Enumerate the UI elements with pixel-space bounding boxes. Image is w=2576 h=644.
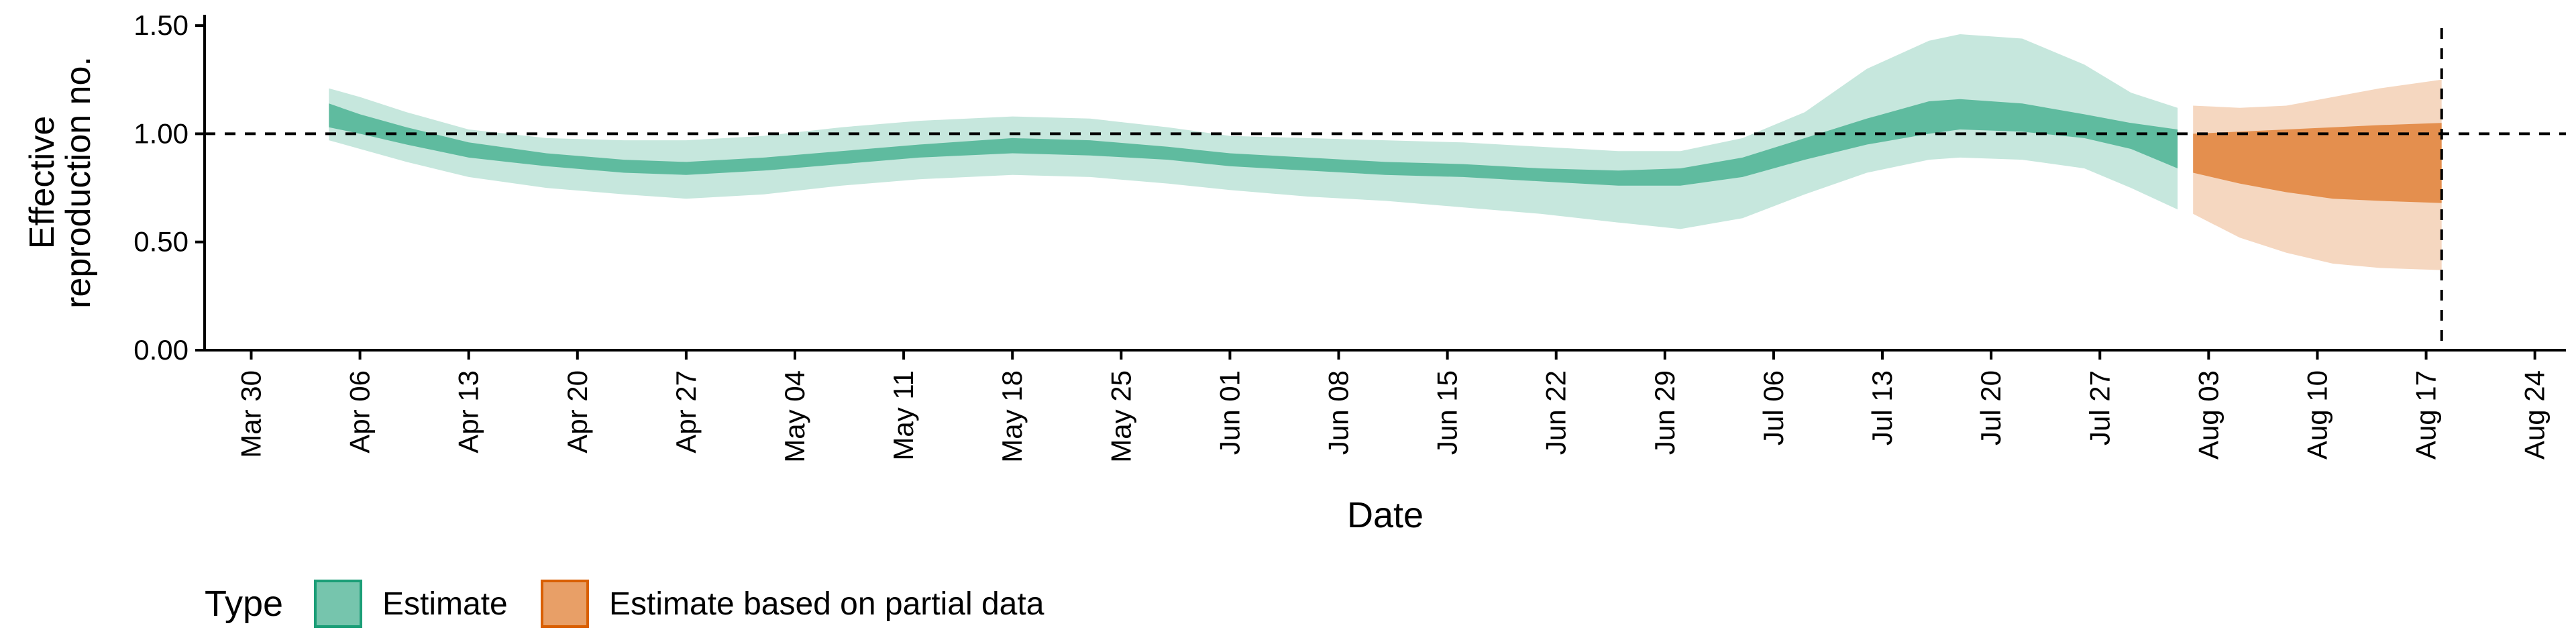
y-tick-label: 0.00 [133,334,189,366]
x-tick-label: Jun 29 [1649,370,1680,455]
x-tick-label: Aug 17 [2410,370,2442,460]
legend-title: Type [205,584,283,624]
x-tick-label: Jun 15 [1432,370,1463,455]
y-axis-ticks: 0.00 0.50 1.00 1.50 [133,9,205,366]
x-tick-label: May 11 [888,370,919,461]
series-1-band-50 [2193,123,2442,203]
legend-swatch-1 [541,580,589,628]
x-tick-label: Apr 06 [344,370,376,453]
x-tick-label: Jul 20 [1975,370,2006,445]
x-tick-label: May 25 [1105,370,1136,463]
x-tick-label: May 04 [779,370,810,463]
x-tick-label: Jun 08 [1323,370,1354,455]
legend-label-0: Estimate [382,586,508,622]
x-tick-label: Aug 10 [2301,370,2332,460]
x-tick-label: Jul 27 [2084,370,2115,445]
y-axis-title: Effectivereproduction no. [23,56,98,309]
y-axis-title-line: reproduction no. [59,56,98,309]
x-tick-label: Mar 30 [235,370,266,458]
x-tick-label: Jul 13 [1866,370,1898,445]
x-tick-label: Aug 03 [2192,370,2224,460]
y-axis-title-line: Effective [23,116,62,249]
x-tick-label: Jul 06 [1758,370,1789,445]
legend-swatch-0 [314,580,362,628]
x-tick-label: Apr 27 [670,370,702,453]
x-tick-label: Jun 01 [1214,370,1245,455]
x-tick-label: Jun 22 [1540,370,1572,455]
x-tick-label: May 18 [996,370,1028,463]
series-0-band-50 [329,99,2178,186]
x-tick-label: Aug 24 [2519,370,2551,460]
y-tick-label: 1.50 [133,9,189,41]
legend: Type Estimate Estimate based on partial da… [205,580,1044,628]
y-tick-label: 1.00 [133,117,189,149]
legend-label-1: Estimate based on partial data [609,586,1044,622]
x-axis-title: Date [1347,495,1424,535]
x-axis-ticks: Mar 30 Apr 06 Apr 13 Apr 20 Apr 27 May 04 May … [235,350,2551,463]
x-tick-label: Apr 13 [453,370,484,453]
x-tick-label: Apr 20 [561,370,593,453]
estimate-bands [329,34,2442,270]
y-tick-label: 0.50 [133,226,189,258]
